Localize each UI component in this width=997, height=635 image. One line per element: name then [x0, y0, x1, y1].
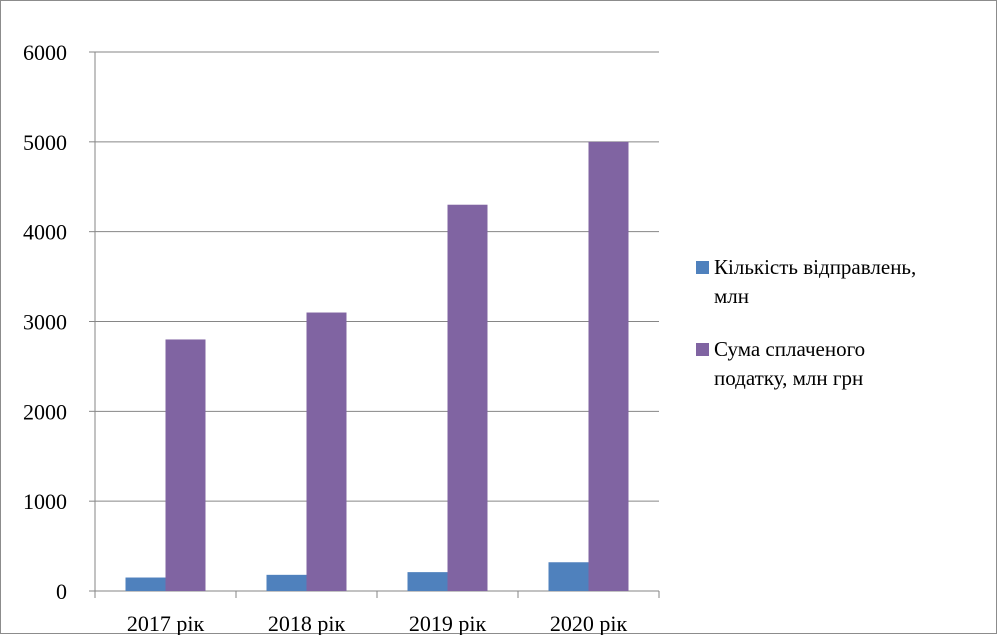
- y-tick-label: 4000: [23, 220, 67, 245]
- y-tick-label: 2000: [23, 399, 67, 424]
- y-tick-label: 3000: [23, 310, 67, 335]
- x-tick-labels: 2017 рік 2018 рік 2019 рік 2020 рік: [127, 611, 628, 635]
- legend-label: Кількість відправлень,: [714, 255, 916, 279]
- bar-tax-2018-рік: [306, 312, 347, 591]
- legend-swatch: [696, 261, 709, 274]
- bars: [125, 141, 629, 592]
- legend-label: податку, млн грн: [714, 366, 863, 390]
- bar-tax-2019-рік: [447, 204, 488, 591]
- legend-label: млн: [714, 284, 749, 308]
- y-tick-labels: 0 1000 2000 3000 4000 5000 6000: [23, 40, 67, 604]
- legend-label: Сума сплаченого: [714, 337, 865, 361]
- bar-shipments-2020-рік: [548, 562, 589, 591]
- bar-shipments-2019-рік: [407, 572, 448, 591]
- bar-tax-2020-рік: [588, 141, 629, 592]
- bar-shipments-2017-рік: [125, 577, 166, 591]
- x-tick-label: 2019 рік: [409, 611, 487, 635]
- x-tick-label: 2018 рік: [268, 611, 346, 635]
- y-tick-label: 1000: [23, 489, 67, 514]
- legend: Кількість відправлень, млн Сума сплаченого…: [696, 255, 916, 390]
- x-tick-label: 2017 рік: [127, 611, 205, 635]
- bar-tax-2017-рік: [165, 339, 206, 591]
- x-tick-label: 2020 рік: [550, 611, 628, 635]
- legend-swatch: [696, 343, 709, 356]
- y-tick-label: 5000: [23, 130, 67, 155]
- y-tick-label: 6000: [23, 40, 67, 65]
- y-tick-label: 0: [56, 579, 67, 604]
- bar-shipments-2018-рік: [266, 574, 307, 591]
